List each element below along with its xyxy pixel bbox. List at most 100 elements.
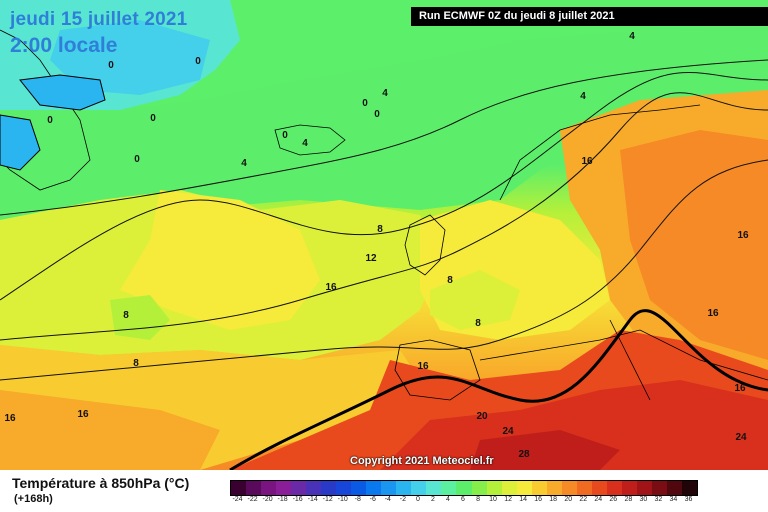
scale-cell-17 bbox=[486, 481, 502, 495]
color-scale bbox=[230, 480, 698, 496]
scale-cell-19 bbox=[516, 481, 532, 495]
scale-cell-14 bbox=[441, 481, 457, 495]
lime-patch bbox=[110, 295, 170, 340]
scale-tick-0: -24 bbox=[232, 496, 243, 503]
map-label-12: 4 bbox=[302, 138, 308, 149]
scale-tick-17: 10 bbox=[489, 496, 497, 503]
map-label-18: 16 bbox=[734, 383, 746, 394]
map-label-8: 4 bbox=[629, 31, 635, 42]
isotherm-20-bold bbox=[229, 309, 768, 470]
scale-cell-7 bbox=[336, 481, 352, 495]
coastlines bbox=[0, 29, 768, 401]
scale-tick-30: 36 bbox=[684, 496, 693, 503]
south-hottest bbox=[470, 430, 620, 470]
scale-cell-28 bbox=[651, 481, 667, 495]
scale-cell-0 bbox=[231, 481, 247, 495]
scale-tick-29: 34 bbox=[669, 496, 678, 503]
scale-tick-14: 4 bbox=[446, 496, 450, 503]
italy-coast bbox=[609, 319, 651, 401]
map-label-30: 28 bbox=[518, 449, 530, 460]
scale-cell-21 bbox=[546, 481, 562, 495]
map-label-23: 8 bbox=[123, 310, 129, 321]
map-label-5: 0 bbox=[362, 98, 368, 109]
central-europe-light bbox=[430, 270, 520, 330]
scale-cell-9 bbox=[366, 481, 382, 495]
scale-tick-25: 26 bbox=[609, 496, 618, 503]
map-label-14: 16 bbox=[737, 230, 749, 241]
scale-tick-2: -20 bbox=[262, 496, 273, 503]
iceland-coast bbox=[274, 124, 346, 156]
scale-cell-2 bbox=[261, 481, 277, 495]
map-label-15: 16 bbox=[325, 282, 337, 293]
map-label-17: 16 bbox=[417, 361, 429, 372]
scale-tick-13: 2 bbox=[430, 496, 435, 503]
scale-tick-3: -18 bbox=[277, 496, 288, 503]
map-label-4: 0 bbox=[134, 154, 140, 165]
greenland-shapes bbox=[0, 74, 106, 171]
map-label-22: 8 bbox=[447, 275, 453, 286]
isotherm-4 bbox=[0, 59, 768, 216]
map-label-6: 0 bbox=[374, 109, 380, 120]
map-label-7: 0 bbox=[282, 130, 288, 141]
isotherm-8 bbox=[0, 72, 768, 301]
scale-tick-19: 14 bbox=[519, 496, 528, 503]
scale-tick-22: 20 bbox=[564, 496, 573, 503]
scale-tick-16: 8 bbox=[476, 496, 480, 503]
scale-tick-6: -12 bbox=[322, 496, 333, 503]
southwest-deep bbox=[0, 390, 220, 470]
map-label-3: 0 bbox=[150, 113, 156, 124]
scale-cell-23 bbox=[576, 481, 592, 495]
scale-cell-22 bbox=[561, 481, 577, 495]
scale-cell-30 bbox=[681, 481, 697, 495]
color-scale-ticks: -24 -22 -20 -18 -16 -14 -12 -10 -8 -6 -4 -2 0 2 4 6 8 10 1… bbox=[230, 496, 696, 506]
temperature-map: 0 0 0 0 0 0 0 0 4 4 4 4 4 16 16 16 16 16… bbox=[0, 0, 768, 470]
map-label-25: 8 bbox=[475, 318, 481, 329]
isotherm-16 bbox=[0, 159, 768, 381]
forecast-time: 2:00 locale bbox=[10, 34, 118, 57]
map-label-26: 12 bbox=[365, 253, 377, 264]
scale-cell-16 bbox=[471, 481, 487, 495]
map-label-28: 24 bbox=[502, 426, 514, 437]
map-label-29: 24 bbox=[735, 432, 747, 443]
mediterranean-coast bbox=[479, 329, 768, 381]
scale-cell-8 bbox=[351, 481, 367, 495]
scale-tick-8: -8 bbox=[354, 496, 361, 503]
scale-tick-26: 28 bbox=[624, 496, 633, 503]
map-label-0: 0 bbox=[108, 60, 114, 71]
model-run-banner: Run ECMWF 0Z du jeudi 8 juillet 2021 bbox=[411, 7, 768, 26]
scale-tick-10: -4 bbox=[384, 496, 391, 503]
scale-tick-23: 22 bbox=[579, 496, 588, 503]
cold-region-2 bbox=[50, 20, 210, 95]
map-label-16: 16 bbox=[707, 308, 719, 319]
map-label-2: 0 bbox=[47, 115, 53, 126]
value-labels: 0 0 0 0 0 0 0 0 4 4 4 4 4 16 16 16 16 16… bbox=[4, 31, 749, 460]
south-hotter bbox=[380, 380, 768, 470]
map-label-13: 16 bbox=[581, 156, 593, 167]
scale-cell-4 bbox=[291, 481, 307, 495]
scale-tick-27: 30 bbox=[639, 496, 648, 503]
scale-cell-12 bbox=[411, 481, 427, 495]
scale-cell-1 bbox=[246, 481, 262, 495]
scale-cell-10 bbox=[381, 481, 397, 495]
scale-tick-4: -16 bbox=[292, 496, 303, 503]
map-label-20: 16 bbox=[77, 409, 89, 420]
scale-cell-11 bbox=[396, 481, 412, 495]
map-label-10: 4 bbox=[580, 91, 586, 102]
scale-cell-3 bbox=[276, 481, 292, 495]
scale-cell-29 bbox=[666, 481, 682, 495]
scale-cell-24 bbox=[591, 481, 607, 495]
scale-cell-27 bbox=[636, 481, 652, 495]
scale-cell-15 bbox=[456, 481, 472, 495]
scale-cell-25 bbox=[606, 481, 622, 495]
map-label-11: 4 bbox=[241, 158, 247, 169]
map-label-27: 20 bbox=[476, 411, 488, 422]
scale-tick-15: 6 bbox=[461, 496, 465, 503]
scale-tick-12: 0 bbox=[415, 496, 420, 503]
scale-cell-26 bbox=[621, 481, 637, 495]
legend-footer: Température à 850hPa (°C) (+168h) -24 -22… bbox=[0, 470, 768, 512]
scale-tick-5: -14 bbox=[307, 496, 318, 503]
greenland-ice-1 bbox=[19, 74, 106, 111]
scale-tick-18: 12 bbox=[504, 496, 512, 503]
copyright-text: Copyright 2021 Meteociel.fr bbox=[350, 455, 494, 467]
